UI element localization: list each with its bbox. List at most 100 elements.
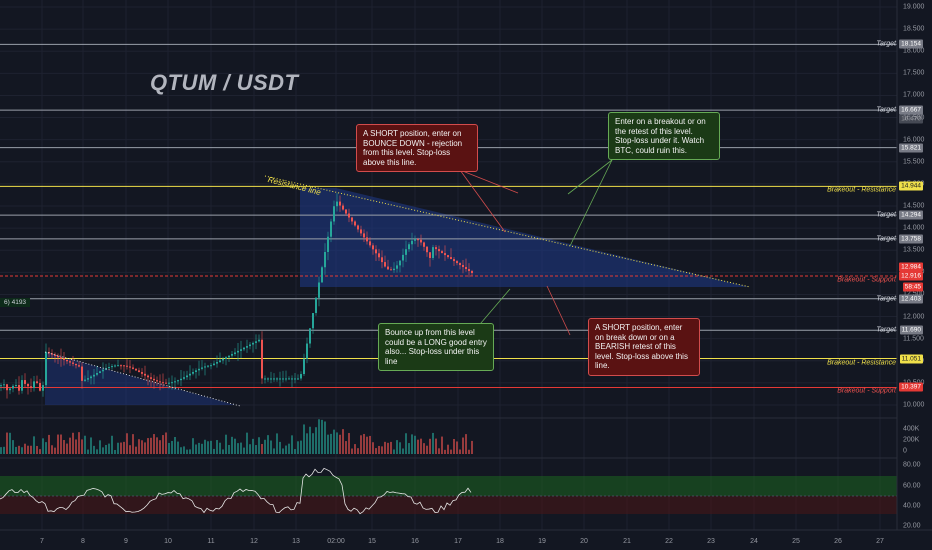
current-price-tag: 12.984 <box>899 262 923 272</box>
candle-body <box>414 239 416 241</box>
candle-body <box>240 349 242 351</box>
volume-bar <box>72 432 74 454</box>
volume-bar <box>240 442 242 454</box>
candle-body <box>117 365 119 367</box>
volume-bar <box>282 448 284 454</box>
candle-body <box>195 370 197 372</box>
volume-bar <box>327 434 329 454</box>
candle-body <box>360 229 362 234</box>
volume-bar <box>354 444 356 454</box>
triangle-pattern <box>300 188 750 287</box>
volume-bar <box>48 434 50 454</box>
time-tick: 27 <box>876 538 884 545</box>
volume-bar <box>216 440 218 454</box>
volume-bar <box>159 440 161 454</box>
candle-body <box>420 239 422 243</box>
volume-bar <box>126 433 128 454</box>
volume-bar <box>225 434 227 454</box>
volume-bar <box>114 449 116 454</box>
candle-body <box>75 363 77 366</box>
candle-body <box>390 269 392 271</box>
volume-bar <box>42 438 44 454</box>
note-breakout-long[interactable]: Enter on a breakout or on the retest of … <box>608 112 720 160</box>
candle-body <box>57 355 59 358</box>
volume-bar <box>192 438 194 454</box>
volume-bar <box>411 434 413 454</box>
candle-body <box>468 269 470 272</box>
level-price-tag: 10.397 <box>899 382 923 392</box>
level-price-tag: 16.667 <box>899 105 923 115</box>
volume-bar <box>438 448 440 454</box>
volume-bars <box>0 419 473 454</box>
volume-bar <box>6 432 8 454</box>
candle-body <box>174 381 176 383</box>
note-bounce-long[interactable]: Bounce up from this level could be a LON… <box>378 323 494 371</box>
candle-body <box>303 358 305 375</box>
time-tick: 17 <box>454 538 462 545</box>
candle-body <box>21 380 23 391</box>
volume-bar <box>219 442 221 454</box>
candle-body <box>150 377 152 379</box>
volume-bar <box>258 437 260 454</box>
rsi-overbought-band <box>0 476 897 496</box>
candle-body <box>285 378 287 380</box>
candle-body <box>441 251 443 254</box>
volume-bar <box>336 432 338 454</box>
volume-bar <box>75 439 77 454</box>
level-price-tag: 11.051 <box>899 354 923 364</box>
time-tick: 24 <box>750 538 758 545</box>
candle-body <box>393 268 395 271</box>
volume-bar <box>399 442 401 454</box>
candle-body <box>267 378 269 380</box>
candle-body <box>357 225 359 230</box>
candle-body <box>129 366 131 368</box>
candle-body <box>453 259 455 262</box>
indicator-badge: 6) 4193 <box>0 298 31 307</box>
level-price-tag: 13.758 <box>899 234 923 244</box>
volume-bar <box>261 443 263 454</box>
candle-body <box>462 265 464 268</box>
candle-body <box>108 367 110 369</box>
candle-body <box>351 217 353 222</box>
volume-bar <box>321 419 323 454</box>
candle-body <box>231 354 233 356</box>
candle-body <box>375 249 377 254</box>
candle-body <box>366 237 368 242</box>
candle-body <box>411 240 413 245</box>
candle-body <box>471 271 473 273</box>
volume-bar <box>387 442 389 454</box>
candle-body <box>249 344 251 347</box>
candle-body <box>123 365 125 367</box>
candle-body <box>258 339 260 342</box>
price-tick: 19.000 <box>903 3 925 11</box>
level-price-tag: 14.294 <box>899 210 923 220</box>
note-short-breakdown[interactable]: A SHORT position, enter on break down or… <box>588 318 700 376</box>
candle-body <box>339 201 341 206</box>
volume-bar <box>9 432 11 454</box>
volume-bar <box>21 447 23 454</box>
volume-bar <box>93 445 95 454</box>
candle-body <box>273 378 275 380</box>
volume-bar <box>309 426 311 454</box>
note-short-bounce[interactable]: A SHORT position, enter on BOUNCE DOWN -… <box>356 124 478 172</box>
volume-bar <box>417 439 419 454</box>
price-tick: 11.500 <box>903 335 924 343</box>
candle-body <box>24 380 26 384</box>
volume-bar <box>222 449 224 454</box>
volume-bar <box>297 441 299 454</box>
candle-body <box>81 366 83 381</box>
level-price-tag: 18.154 <box>899 39 923 49</box>
time-tick: 12 <box>250 538 258 545</box>
candle-body <box>219 360 221 363</box>
volume-bar <box>39 449 41 454</box>
time-axis[interactable]: 7 8 9 10 11 12 13 02:00 15 16 17 18 19 20 21 22 23 24 25 26… <box>0 530 897 550</box>
volume-bar <box>381 446 383 454</box>
candle-body <box>126 365 128 367</box>
candle-body <box>60 357 62 359</box>
volume-bar <box>207 441 209 454</box>
volume-bar <box>135 446 137 454</box>
volume-bar <box>246 432 248 454</box>
candle-body <box>96 373 98 375</box>
candle-body <box>300 374 302 379</box>
